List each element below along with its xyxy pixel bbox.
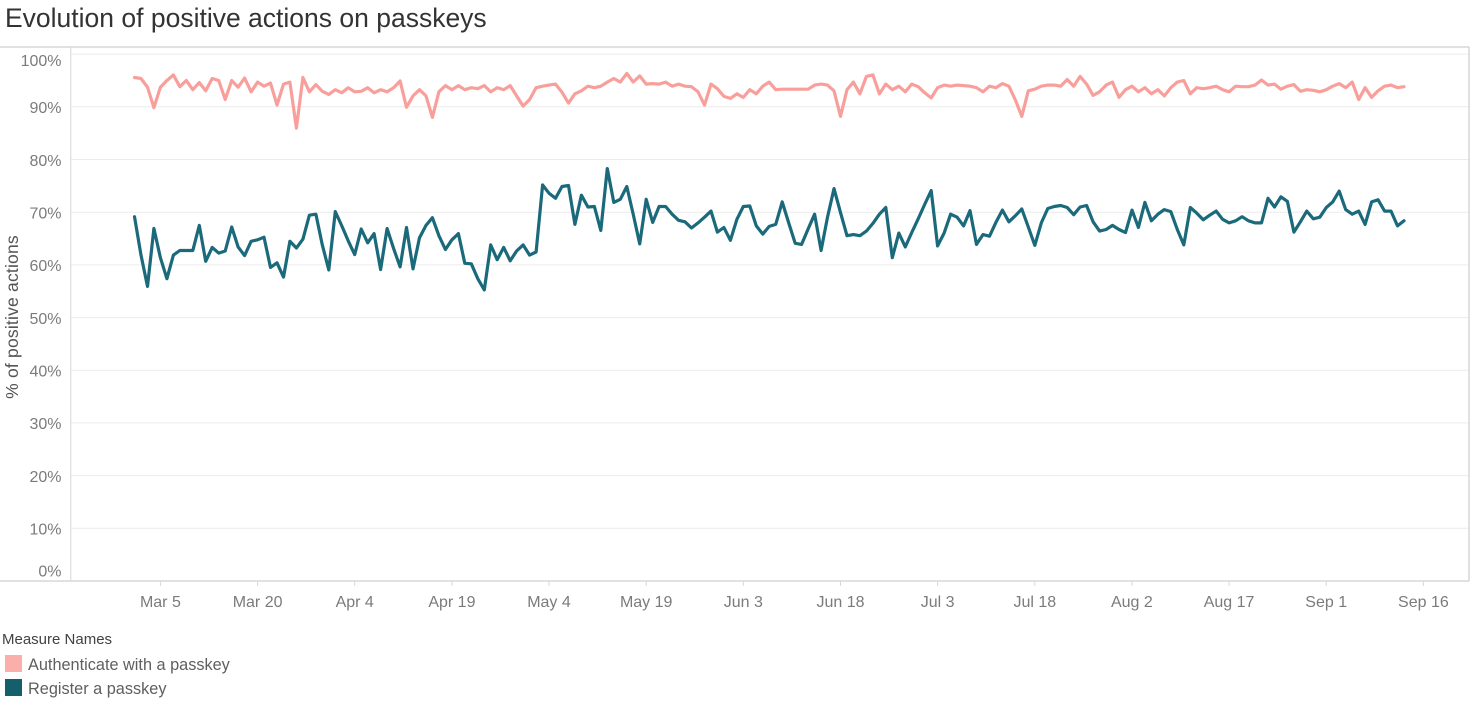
svg-text:Jul 3: Jul 3 (921, 594, 955, 611)
svg-text:Mar 20: Mar 20 (233, 594, 283, 611)
svg-text:% of positive actions: % of positive actions (2, 235, 22, 399)
svg-text:Apr 19: Apr 19 (428, 594, 475, 611)
svg-text:100%: 100% (21, 53, 62, 70)
svg-text:50%: 50% (29, 311, 61, 328)
svg-text:Jul 18: Jul 18 (1013, 594, 1056, 611)
svg-text:May 19: May 19 (620, 594, 673, 611)
svg-text:Sep 16: Sep 16 (1398, 594, 1449, 611)
svg-text:70%: 70% (29, 206, 61, 223)
svg-text:10%: 10% (29, 522, 61, 539)
svg-text:Mar 5: Mar 5 (140, 594, 181, 611)
svg-text:0%: 0% (38, 563, 61, 580)
svg-text:60%: 60% (29, 258, 61, 275)
svg-text:30%: 30% (29, 416, 61, 433)
svg-text:90%: 90% (29, 100, 61, 117)
svg-text:Jun 18: Jun 18 (816, 594, 864, 611)
svg-text:Apr 4: Apr 4 (336, 594, 374, 611)
svg-text:80%: 80% (29, 153, 61, 170)
svg-text:May 4: May 4 (527, 594, 571, 611)
svg-text:20%: 20% (29, 469, 61, 486)
svg-text:Aug 2: Aug 2 (1111, 594, 1153, 611)
svg-text:Sep 1: Sep 1 (1305, 594, 1347, 611)
svg-text:Aug 17: Aug 17 (1204, 594, 1255, 611)
svg-text:40%: 40% (29, 364, 61, 381)
svg-text:Jun 3: Jun 3 (724, 594, 763, 611)
